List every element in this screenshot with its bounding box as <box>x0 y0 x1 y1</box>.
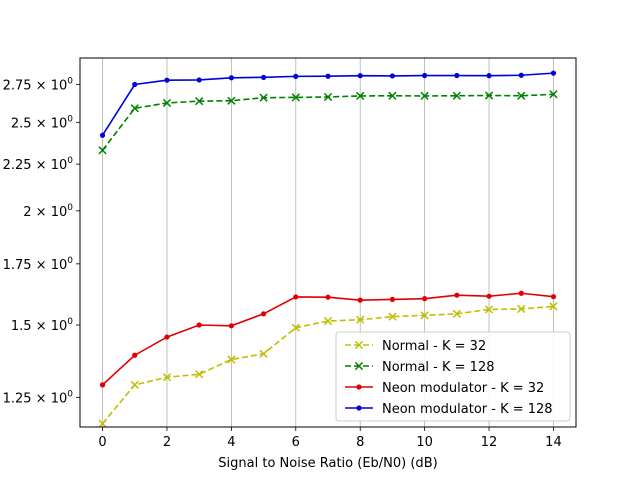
data-point <box>549 302 558 311</box>
data-point <box>164 77 170 83</box>
data-point <box>549 90 558 99</box>
data-point <box>452 309 461 318</box>
series-line <box>101 305 554 425</box>
x-tick-label: 0 <box>98 435 106 450</box>
data-point <box>195 97 204 106</box>
data-point <box>357 73 363 79</box>
legend-box <box>335 331 571 422</box>
x-axis-label: Signal to Noise Ratio (Eb/N0) (dB) <box>218 456 437 471</box>
y-tick-label: 2.25 × 100 <box>3 156 74 173</box>
data-point <box>132 81 138 88</box>
legend-entry: Neon modulator - K = 32 <box>382 381 544 396</box>
data-point <box>293 294 299 300</box>
series <box>99 290 557 388</box>
data-point <box>99 132 106 138</box>
data-point <box>388 312 397 321</box>
data-point <box>162 98 172 108</box>
data-point <box>420 91 429 101</box>
data-point <box>259 93 268 102</box>
y-tick-label: 2.5 × 100 <box>11 114 73 131</box>
data-point <box>323 316 333 326</box>
legend: Normal - K = 32 Normal - K = 128 Neon modu… <box>335 331 571 422</box>
data-point <box>130 104 139 113</box>
data-point <box>452 91 461 100</box>
data-point <box>517 304 526 314</box>
data-point <box>357 297 363 303</box>
data-point <box>164 334 170 340</box>
y-tick-label: 1.25 × 100 <box>3 389 74 406</box>
legend-entry: Normal - K = 32 <box>382 339 486 354</box>
data-point <box>259 349 268 358</box>
y-tick-label: 2.75 × 100 <box>3 77 74 94</box>
data-point <box>98 146 107 155</box>
data-point <box>99 382 106 388</box>
y-axis: 1.25 × 100 1.5 × 100 1.75 × 100 2 × 100 2.25… <box>3 77 80 406</box>
x-tick-label: 2 <box>163 435 171 450</box>
legend-marker <box>354 361 364 371</box>
data-point <box>291 93 300 102</box>
x-tick-label: 6 <box>292 435 300 450</box>
data-point <box>260 74 267 80</box>
x-tick-label: 12 <box>481 435 498 450</box>
data-point <box>195 370 204 379</box>
data-point <box>517 91 526 100</box>
legend-entry: Normal - K = 128 <box>382 360 495 375</box>
data-point <box>325 294 331 300</box>
data-point <box>422 296 428 302</box>
grid-lines <box>102 58 554 427</box>
series-line <box>101 72 554 136</box>
data-point <box>228 323 234 329</box>
data-point <box>550 294 557 300</box>
data-point <box>325 73 331 79</box>
data-point <box>388 91 397 100</box>
x-axis: 0 2 4 6 8 10 12 14 <box>98 427 562 450</box>
data-point <box>454 292 460 298</box>
series <box>98 302 558 428</box>
data-point <box>486 73 492 79</box>
data-point <box>196 322 202 328</box>
data-point <box>422 72 428 79</box>
data-point <box>454 72 460 79</box>
series-line <box>101 93 554 151</box>
data-point <box>130 380 139 389</box>
data-point <box>323 92 333 102</box>
data-point <box>228 75 234 81</box>
y-tick-label: 2 × 100 <box>23 203 73 220</box>
data-point <box>227 355 236 364</box>
data-point <box>484 91 494 100</box>
data-point <box>389 296 396 303</box>
data-point <box>98 419 107 428</box>
legend-marker <box>356 384 362 390</box>
data-point <box>486 293 492 299</box>
data-point <box>260 311 267 317</box>
x-tick-label: 8 <box>356 435 364 450</box>
plot-frame <box>79 57 577 428</box>
x-tick-label: 10 <box>416 435 433 450</box>
y-tick-label: 1.75 × 100 <box>3 256 74 273</box>
data-point <box>293 73 299 79</box>
data-point <box>518 72 524 78</box>
legend-entry: Neon modulator - K = 128 <box>382 402 553 417</box>
data-point <box>518 290 524 296</box>
data-point <box>550 70 557 76</box>
series <box>98 90 558 155</box>
data-point <box>227 96 236 105</box>
data-point <box>356 315 365 324</box>
data-point <box>389 73 396 79</box>
data-point <box>356 91 365 101</box>
legend-marker <box>356 405 362 411</box>
data-point <box>196 77 202 83</box>
data-point <box>132 352 138 358</box>
x-tick-label: 4 <box>227 435 235 450</box>
y-tick-label: 1.5 × 100 <box>11 317 73 334</box>
data-point <box>162 373 172 382</box>
data-point <box>291 323 300 332</box>
data-point <box>484 305 494 314</box>
x-tick-label: 14 <box>545 435 562 450</box>
series-layer <box>98 70 558 428</box>
series <box>99 70 557 138</box>
legend-marker <box>354 340 364 350</box>
data-point <box>420 311 429 320</box>
